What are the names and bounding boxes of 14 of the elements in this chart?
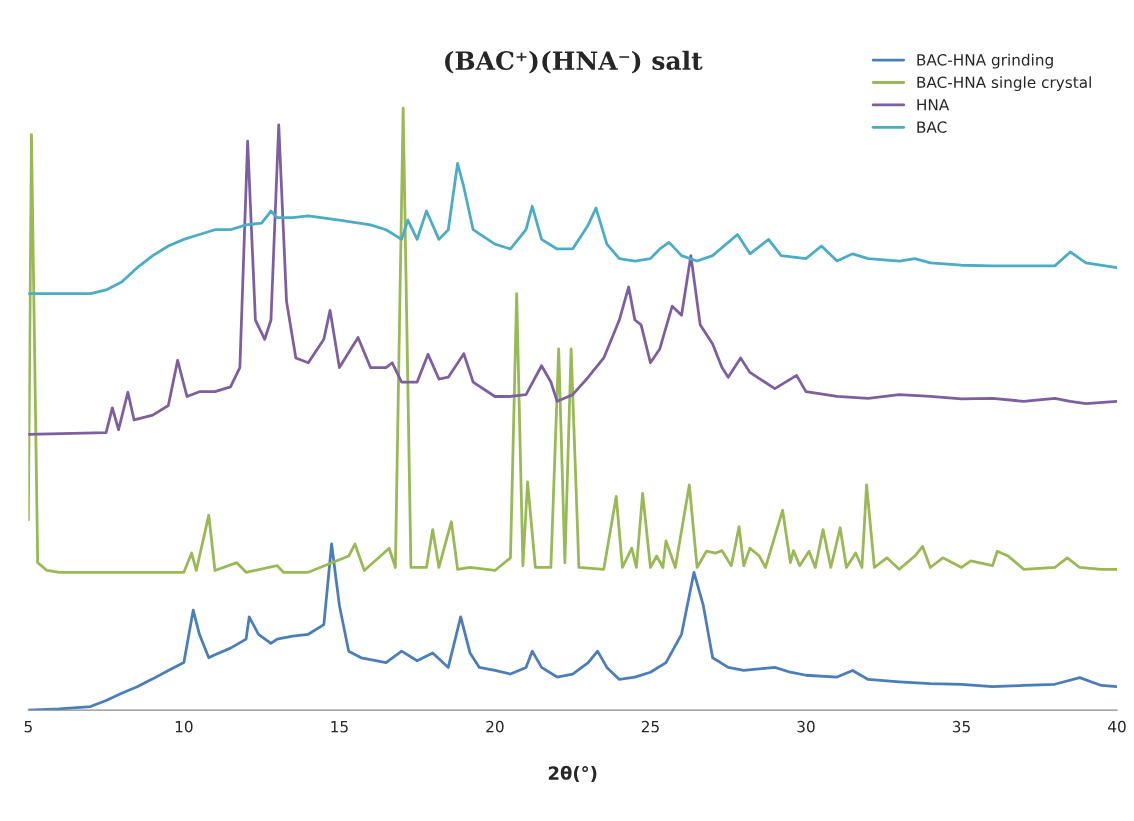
legend-label: HNA bbox=[917, 99, 950, 111]
x-tick-label: 35 bbox=[952, 720, 970, 733]
chart-title: (BAC⁺)(HNA⁻) salt bbox=[445, 50, 703, 74]
x-tick-label: 40 bbox=[1108, 720, 1126, 733]
x-tick-label: 10 bbox=[175, 720, 193, 733]
x-axis-title: 2θ(°) bbox=[548, 765, 597, 783]
x-tick-label: 15 bbox=[331, 721, 348, 733]
x-tick-label: 20 bbox=[486, 720, 504, 733]
legend-label: BAC-HNA grinding bbox=[917, 53, 1053, 69]
legend-label: BAC-HNA single crystal bbox=[917, 76, 1091, 92]
x-tick-label: 25 bbox=[641, 720, 659, 733]
legend-label: BAC bbox=[917, 121, 947, 133]
x-tick-label: 30 bbox=[797, 720, 815, 733]
x-tick-label: 5 bbox=[24, 721, 32, 733]
